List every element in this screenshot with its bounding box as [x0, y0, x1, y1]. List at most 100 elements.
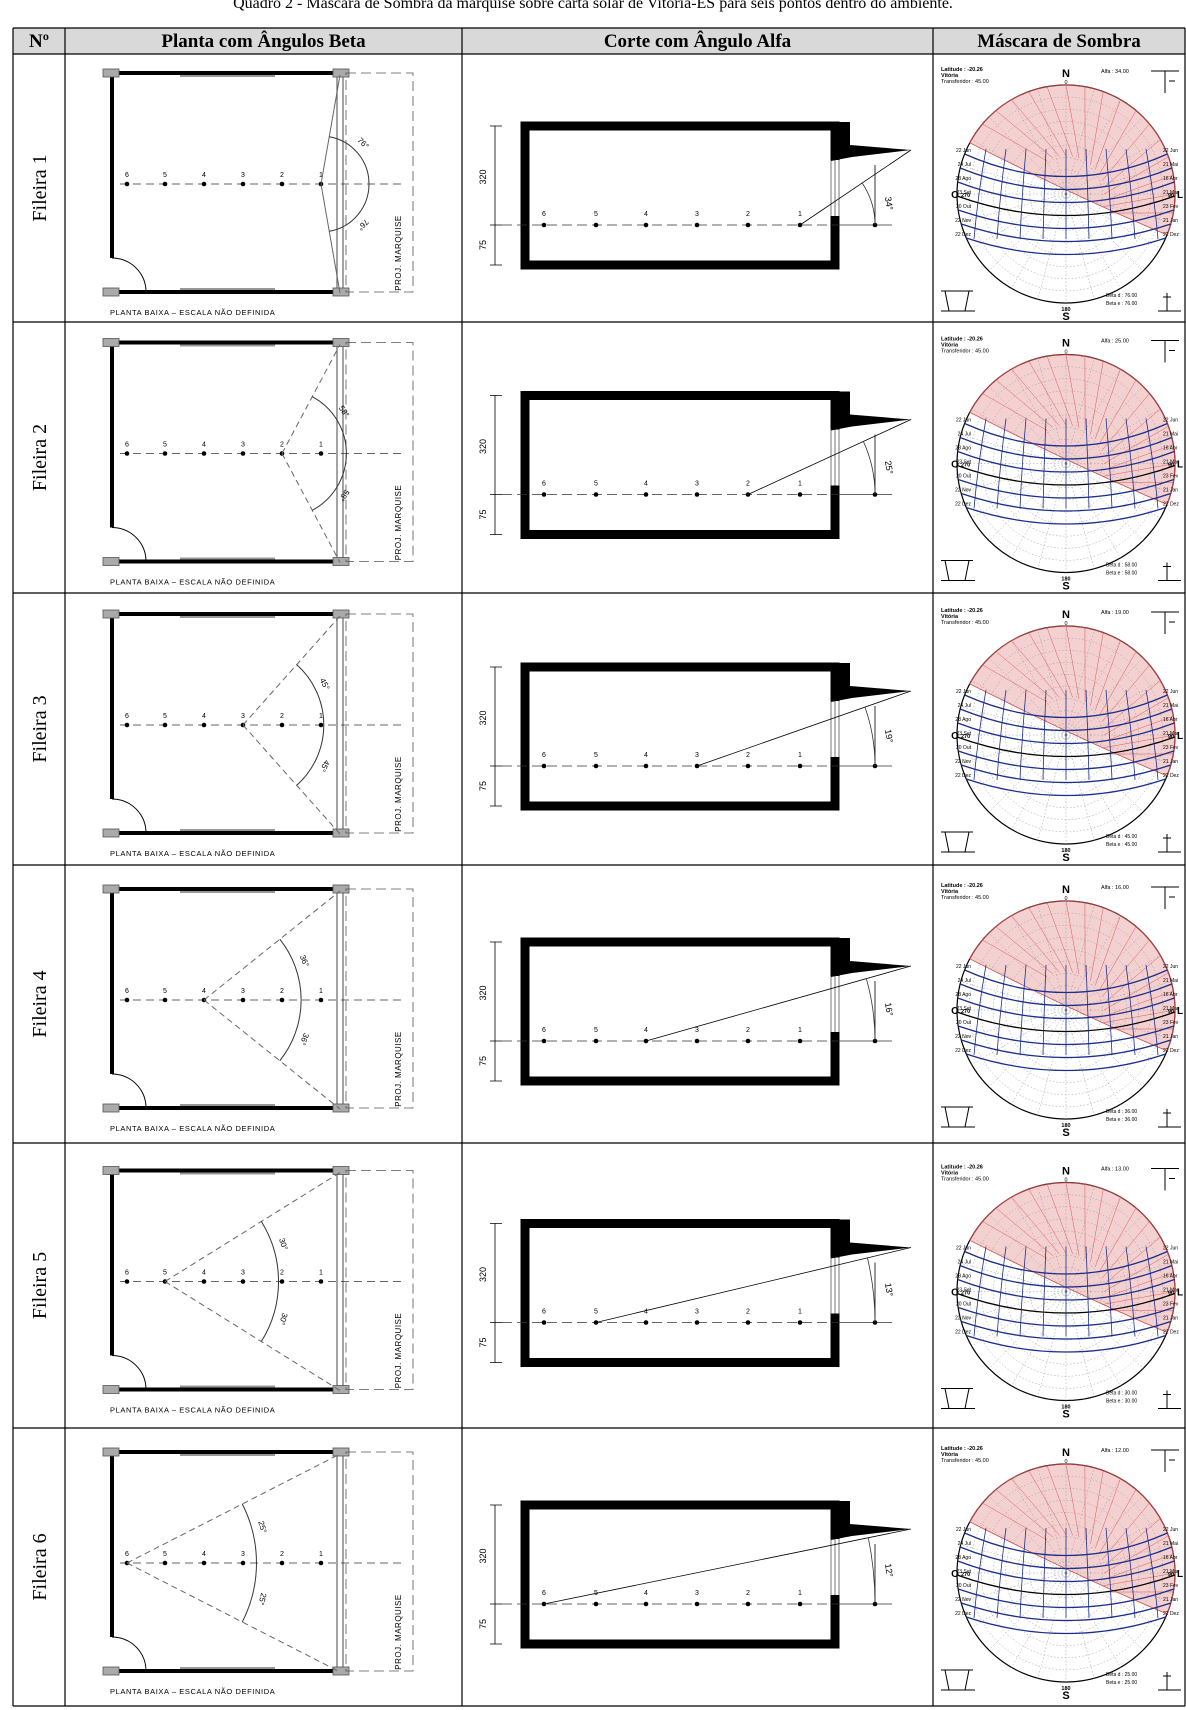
- height-label: 320: [478, 710, 488, 725]
- pillar: [103, 610, 119, 618]
- date-label: 22 Nov: [955, 1034, 971, 1040]
- beta-d-label: Beta d : 36.00: [1106, 1109, 1137, 1115]
- point: [594, 1602, 599, 1607]
- point: [202, 1279, 207, 1284]
- alfa-chart-label: Alfa : 13.00: [1101, 1167, 1129, 1173]
- point-label: 4: [202, 713, 206, 720]
- alfa-ray: [800, 150, 911, 225]
- date-label: 22 Dez: [955, 502, 971, 508]
- beta-e-label: Beta e : 45.00: [1106, 842, 1137, 848]
- door-swing: [112, 1637, 146, 1671]
- point: [163, 1561, 168, 1566]
- icon: [1158, 293, 1181, 311]
- beta-label: 58°: [337, 488, 351, 503]
- wall: [525, 1224, 835, 1363]
- alfa-arc: [863, 441, 875, 494]
- point-label: 4: [202, 172, 206, 179]
- pillar: [103, 288, 119, 296]
- point-label: 3: [695, 752, 699, 759]
- beta-label: 45°: [318, 677, 331, 692]
- plan-drawing: 65432158°58°PLANTA BAIXA – ESCALA NÃO DE…: [103, 339, 413, 587]
- point-label: 3: [241, 442, 245, 449]
- point: [798, 1039, 803, 1044]
- date-label: 22 Dez: [955, 773, 971, 779]
- date-label: 21 Mai: [1163, 162, 1178, 168]
- point: [542, 1039, 547, 1044]
- alfa-chart-label: Alfa : 19.00: [1101, 610, 1129, 616]
- north-degree: 0: [1064, 896, 1067, 902]
- height-label: 320: [478, 1548, 488, 1563]
- icon: [1158, 563, 1181, 581]
- section-drawing: 65432112°32075: [478, 1501, 911, 1644]
- point: [125, 451, 130, 456]
- date-label: 22 Nov: [955, 1597, 971, 1603]
- date-label: 28 Ago: [955, 992, 971, 998]
- date-label: 22 Jun: [1163, 689, 1178, 695]
- point-label: 6: [542, 1027, 546, 1034]
- date-label: 22 Dez: [1163, 1048, 1179, 1054]
- point: [202, 182, 207, 187]
- point: [644, 764, 649, 769]
- beta-d-label: Beta d : 30.00: [1106, 1391, 1137, 1397]
- point: [542, 492, 547, 497]
- date-label: 23 Fev: [1163, 474, 1179, 480]
- date-label: 22 Jun: [956, 964, 971, 970]
- date-label: 20 Out: [956, 474, 972, 480]
- date-label: 22 Jun: [1163, 148, 1178, 154]
- beta-label: 36°: [298, 954, 311, 969]
- window: [831, 1539, 839, 1595]
- beta-label: 30°: [277, 1312, 289, 1326]
- pillar: [103, 1104, 119, 1112]
- pillar: [103, 1386, 119, 1394]
- point-label: 4: [644, 1309, 648, 1316]
- window: [180, 1174, 275, 1387]
- projection-label: PROJ. MARQUISE: [394, 756, 403, 831]
- date-label: 22 Dez: [1163, 1330, 1179, 1336]
- point-label: 2: [280, 988, 284, 995]
- date-label: 21 Mai: [1163, 432, 1178, 438]
- door-swing: [112, 1074, 146, 1108]
- point-label: 4: [644, 211, 648, 218]
- protractor-label: Transferidor : 45.00: [941, 1458, 989, 1464]
- icon: [941, 832, 975, 852]
- wall: [112, 614, 340, 833]
- point-label: 1: [319, 988, 323, 995]
- point: [644, 223, 649, 228]
- column-header: Máscara de Sombra: [977, 31, 1141, 52]
- point: [163, 451, 168, 456]
- height-label: 320: [478, 1267, 488, 1282]
- date-label: 16 Abr: [1163, 446, 1178, 452]
- point: [798, 1320, 803, 1325]
- date-label: 20 Out: [956, 1583, 972, 1589]
- beta-label: 76°: [356, 136, 371, 151]
- row-label: Fileira 6: [29, 1533, 51, 1600]
- point-label: 3: [695, 481, 699, 488]
- window: [831, 160, 839, 216]
- door-swing: [112, 258, 146, 292]
- point: [319, 451, 324, 456]
- marquise: [831, 1220, 911, 1259]
- point-label: 6: [542, 752, 546, 759]
- plan-drawing: 65432176°76°PLANTA BAIXA – ESCALA NÃO DE…: [103, 69, 413, 317]
- icon: [1151, 71, 1179, 93]
- window: [337, 345, 343, 560]
- point: [695, 492, 700, 497]
- plan-title: PLANTA BAIXA – ESCALA NÃO DEFINIDA: [110, 1124, 275, 1133]
- point-label: 4: [202, 1270, 206, 1277]
- point: [644, 1320, 649, 1325]
- date-label: 21 Mar: [1163, 731, 1179, 737]
- row-label: Fileira 2: [29, 424, 51, 491]
- date-label: 21 Mar: [1163, 1569, 1179, 1575]
- point-label: 3: [695, 211, 699, 218]
- date-label: 28 Ago: [955, 717, 971, 723]
- pillar: [103, 1448, 119, 1456]
- north-degree: 0: [1064, 621, 1067, 627]
- point-label: 1: [319, 1270, 323, 1277]
- alfa-arc: [868, 1538, 875, 1604]
- point-label: 2: [280, 1270, 284, 1277]
- dimension-line: [490, 126, 502, 265]
- point-label: 1: [319, 1551, 323, 1558]
- point-label: 6: [542, 481, 546, 488]
- point-label: 2: [280, 713, 284, 720]
